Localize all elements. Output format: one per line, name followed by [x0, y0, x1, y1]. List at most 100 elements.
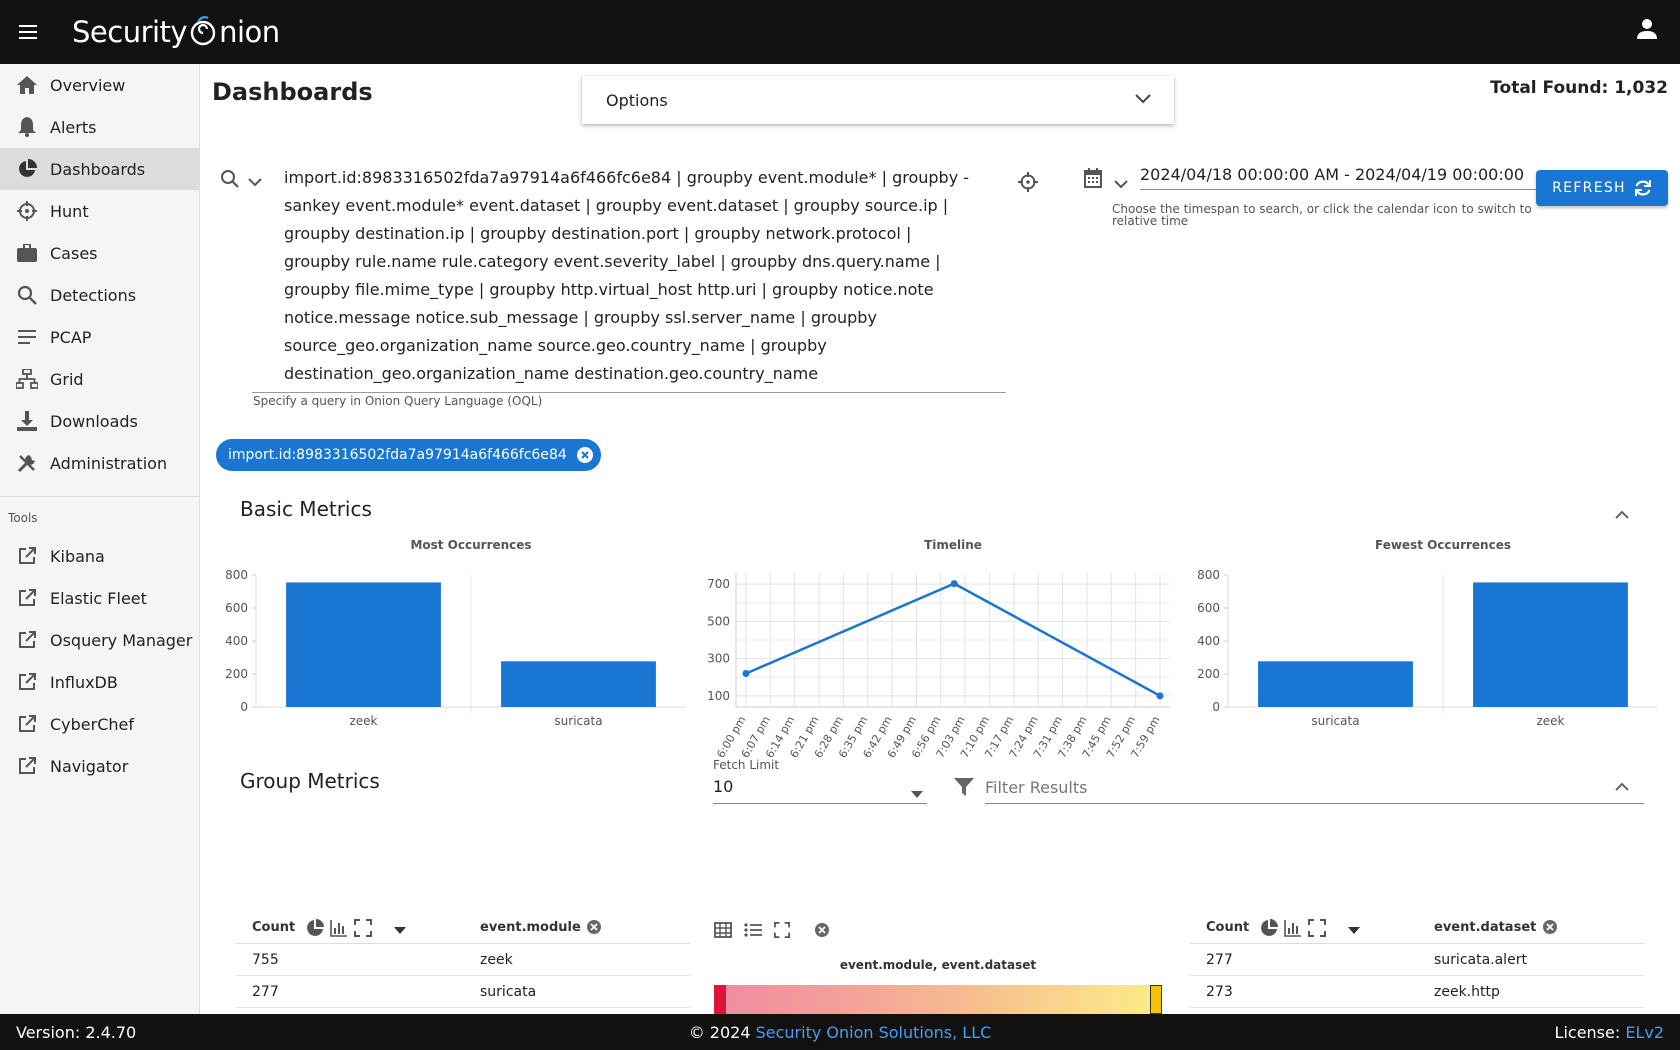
query-line: destination_geo.organization_name destin… — [284, 364, 819, 383]
user-account-icon[interactable] — [1636, 18, 1664, 46]
brand-text-left: Security — [72, 15, 188, 49]
daterange-dropdown-chevron-icon[interactable] — [1114, 174, 1128, 193]
close-circle-icon[interactable] — [576, 446, 594, 468]
nav-item-label: Cases — [50, 243, 98, 263]
tool-link-navigator[interactable]: Navigator — [0, 745, 199, 787]
close-circle-icon[interactable] — [814, 922, 830, 942]
y-tick-label: 300 — [707, 652, 730, 666]
nav-item-grid[interactable]: Grid — [0, 358, 199, 400]
event-module-table: Count event.module 755 zeek 277 suricata — [236, 910, 690, 1008]
close-circle-icon[interactable] — [586, 919, 602, 939]
download-icon — [16, 410, 38, 432]
crosshairs-icon[interactable] — [1018, 172, 1038, 196]
chevron-up-icon[interactable] — [1614, 505, 1630, 524]
value-cell[interactable]: zeek.http — [1434, 984, 1500, 1000]
menu-icon[interactable] — [0, 0, 56, 64]
daterange-input[interactable]: 2024/04/18 00:00:00 AM - 2024/04/19 00:0… — [1140, 165, 1558, 190]
nav-item-pcap[interactable]: PCAP — [0, 316, 199, 358]
bell-icon — [16, 116, 38, 138]
nav-item-hunt[interactable]: Hunt — [0, 190, 199, 232]
filter-chip[interactable]: import.id:8983316502fda7a97914a6f466fc6e… — [216, 439, 601, 471]
nav-item-downloads[interactable]: Downloads — [0, 400, 199, 442]
data-point — [1156, 692, 1164, 700]
daterange-hint: Choose the timespan to search, or click … — [1112, 202, 1532, 228]
bar — [1473, 582, 1628, 707]
external-link-icon — [16, 713, 38, 735]
security-onion-logo[interactable]: Security nion — [72, 15, 280, 49]
table-row[interactable]: 755 zeek — [236, 944, 690, 976]
calendar-icon[interactable] — [1084, 168, 1102, 192]
value-cell[interactable]: suricata — [480, 984, 537, 1000]
query-line: source_geo.organization_name source.geo.… — [284, 336, 827, 355]
query-dropdown-chevron-icon[interactable] — [248, 172, 262, 191]
copyright: © 2024 Security Onion Solutions, LLC — [0, 1023, 1680, 1042]
external-link-icon — [16, 629, 38, 651]
tool-link-label: Kibana — [50, 546, 105, 566]
caret-down-icon — [911, 784, 923, 803]
tool-link-label: Elastic Fleet — [50, 588, 147, 608]
count-column-header[interactable]: Count — [252, 920, 296, 935]
field-column-header[interactable]: event.dataset — [1434, 920, 1537, 935]
company-link[interactable]: Security Onion Solutions, LLC — [755, 1023, 992, 1042]
count-column-header[interactable]: Count — [1206, 920, 1250, 935]
value-cell[interactable]: suricata.alert — [1434, 952, 1527, 968]
close-circle-icon[interactable] — [1542, 919, 1558, 939]
crosshairs-icon — [16, 200, 38, 222]
tool-link-kibana[interactable]: Kibana — [0, 535, 199, 577]
options-expansion-panel[interactable]: Options — [582, 76, 1174, 124]
tool-link-osquery-manager[interactable]: Osquery Manager — [0, 619, 199, 661]
bar-chart-icon[interactable] — [1284, 919, 1302, 941]
fullscreen-icon[interactable] — [1308, 919, 1326, 941]
tool-link-elastic-fleet[interactable]: Elastic Fleet — [0, 577, 199, 619]
fullscreen-icon[interactable] — [354, 919, 372, 941]
sankey-node-left[interactable] — [714, 985, 726, 1014]
sort-caret-icon[interactable] — [394, 924, 406, 939]
table-row[interactable]: 277 suricata.alert — [1190, 944, 1644, 976]
query-input[interactable]: import.id:8983316502fda7a97914a6f466fc6e… — [252, 164, 1006, 393]
license: License: ELv2 — [1555, 1023, 1664, 1042]
field-column-header[interactable]: event.module — [480, 920, 581, 935]
event-dataset-table: Count event.dataset 277 suricata.alert 2… — [1190, 910, 1644, 1008]
pie-chart-icon[interactable] — [1260, 919, 1278, 941]
tool-link-cyberchef[interactable]: CyberChef — [0, 703, 199, 745]
license-link[interactable]: ELv2 — [1625, 1023, 1664, 1042]
license-prefix: License: — [1554, 1023, 1626, 1042]
nav-item-alerts[interactable]: Alerts — [0, 106, 199, 148]
pie-chart-icon[interactable] — [306, 919, 324, 941]
sankey-node-right[interactable] — [1150, 985, 1162, 1014]
nav-item-cases[interactable]: Cases — [0, 232, 199, 274]
value-cell[interactable]: zeek — [480, 952, 513, 968]
nav-item-dashboards[interactable]: Dashboards — [0, 148, 199, 190]
y-tick-label: 600 — [225, 601, 248, 615]
count-cell: 755 — [252, 952, 279, 968]
nav-item-label: Downloads — [50, 411, 138, 431]
pie-chart-icon — [16, 158, 38, 180]
nav-item-overview[interactable]: Overview — [0, 64, 199, 106]
tool-link-label: Osquery Manager — [50, 630, 193, 650]
fetch-limit-select[interactable]: 10 — [713, 774, 927, 804]
refresh-button[interactable]: REFRESH — [1536, 170, 1668, 206]
table-row[interactable]: 273 zeek.http — [1190, 976, 1644, 1008]
query-line: groupby file.mime_type | groupby http.vi… — [284, 280, 934, 299]
tools-heading: Tools — [8, 511, 38, 525]
sankey-title: event.module, event.dataset — [839, 958, 1037, 972]
y-tick-label: 200 — [1197, 667, 1220, 681]
bar — [286, 582, 441, 707]
external-link-icon — [16, 671, 38, 693]
table-row[interactable]: 277 suricata — [236, 976, 690, 1008]
fetch-limit-value: 10 — [713, 777, 734, 796]
filter-results-input[interactable] — [985, 774, 1644, 804]
nav-item-detections[interactable]: Detections — [0, 274, 199, 316]
sort-caret-icon[interactable] — [1348, 924, 1360, 939]
external-link-icon — [16, 545, 38, 567]
nav-item-administration[interactable]: Administration — [0, 442, 199, 484]
list-icon[interactable] — [744, 922, 762, 942]
fullscreen-icon[interactable] — [774, 922, 790, 942]
bar — [1258, 661, 1413, 707]
tool-link-influxdb[interactable]: InfluxDB — [0, 661, 199, 703]
nav-item-label: Hunt — [50, 201, 89, 221]
bar-chart-icon[interactable] — [330, 919, 348, 941]
table-icon[interactable] — [714, 922, 732, 942]
grid-network-icon — [16, 368, 38, 390]
table-header: Count event.dataset — [1190, 910, 1644, 944]
